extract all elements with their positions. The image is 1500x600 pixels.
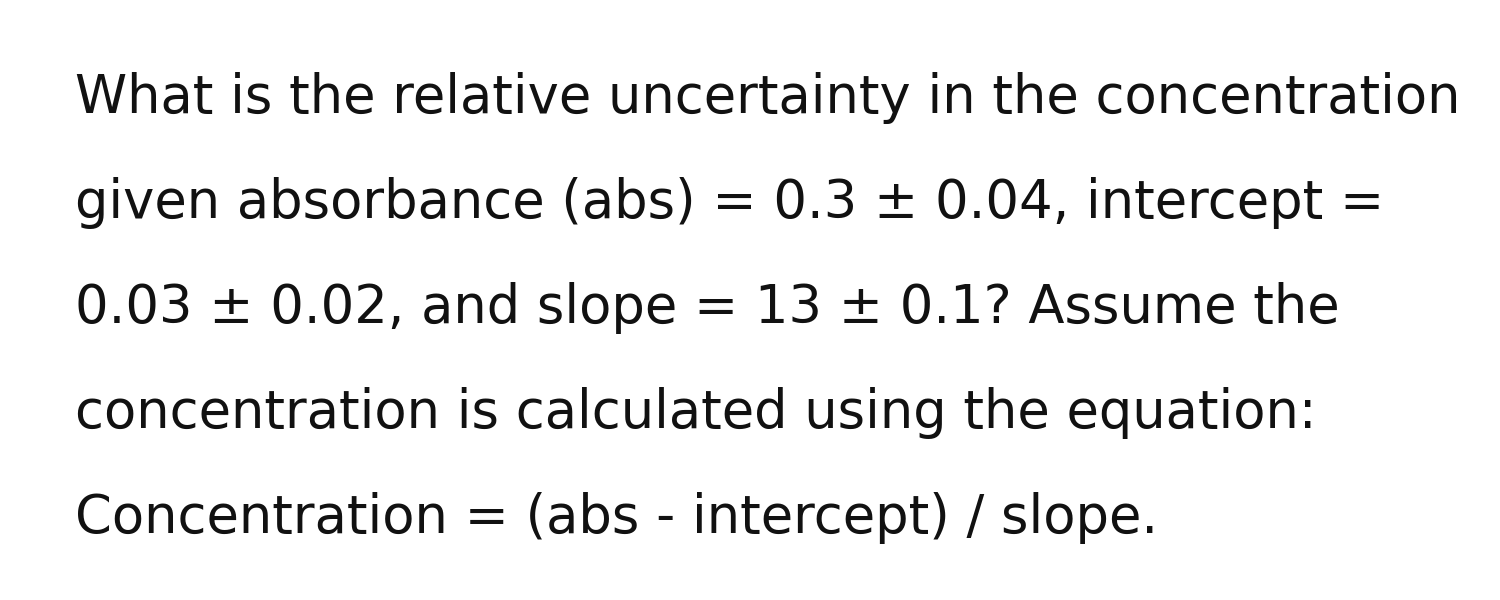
Text: 0.03 ± 0.02, and slope = 13 ± 0.1? Assume the: 0.03 ± 0.02, and slope = 13 ± 0.1? Assum… xyxy=(75,282,1340,334)
Text: What is the relative uncertainty in the concentration: What is the relative uncertainty in the … xyxy=(75,72,1461,124)
Text: given absorbance (abs) = 0.3 ± 0.04, intercept =: given absorbance (abs) = 0.3 ± 0.04, int… xyxy=(75,177,1384,229)
Text: concentration is calculated using the equation:: concentration is calculated using the eq… xyxy=(75,387,1317,439)
Text: Concentration = (abs - intercept) / slope.: Concentration = (abs - intercept) / slop… xyxy=(75,492,1158,544)
